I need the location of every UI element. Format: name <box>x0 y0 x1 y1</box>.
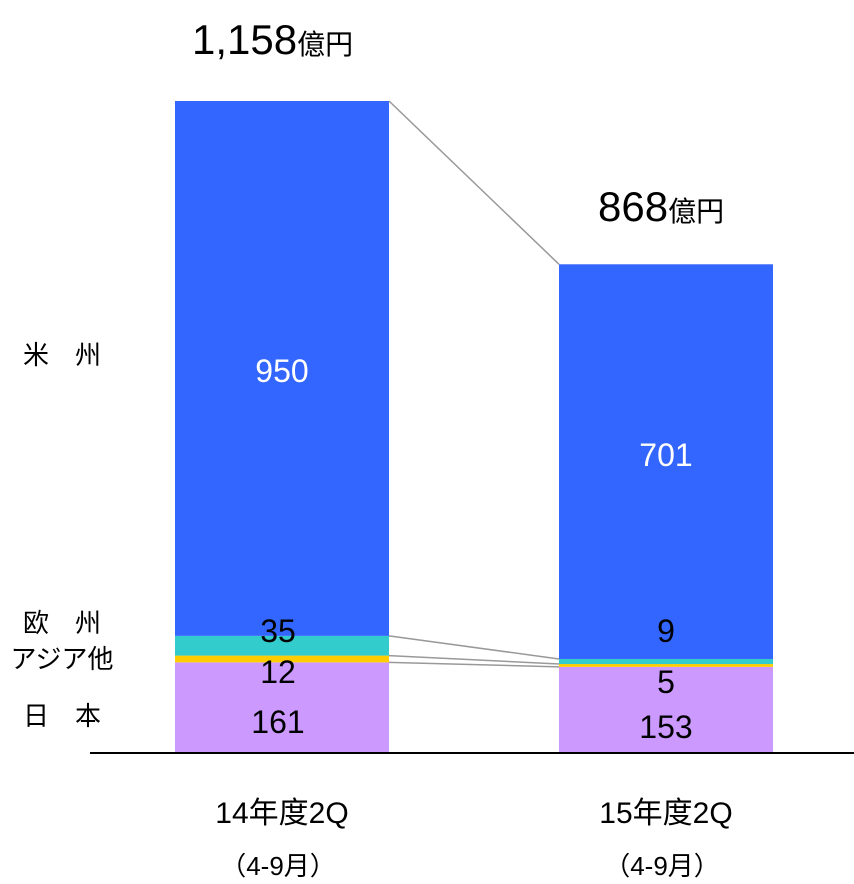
period-label-15: （4-9月） <box>604 851 720 881</box>
total-unit-14: 億円 <box>297 29 353 60</box>
bar-segment-europe-14 <box>175 635 389 656</box>
region-label-europe: 欧 州 <box>23 608 101 638</box>
bar-segment-americas-14 <box>175 101 389 636</box>
value-label-europe-15: 9 <box>657 613 675 649</box>
bar-segment-asia-14 <box>175 655 389 663</box>
value-label-europe-14: 35 <box>260 613 296 649</box>
bar-segment-europe-15 <box>559 658 773 665</box>
total-value-14: 1,158 <box>192 16 297 63</box>
total-label-15: 868億円 <box>598 183 724 230</box>
period-label-14: （4-9月） <box>220 851 336 881</box>
connector-europe <box>388 635 560 660</box>
value-label-japan-15: 153 <box>639 709 692 745</box>
connector-americas <box>388 100 560 265</box>
total-label-14: 1,158億円 <box>192 16 353 63</box>
total-value-15: 868 <box>598 183 668 230</box>
value-label-americas-15: 701 <box>639 437 692 473</box>
category-label-14: 14年度2Q <box>215 797 348 830</box>
total-unit-15: 億円 <box>668 196 724 227</box>
region-label-asia-other: アジア他 <box>11 644 114 674</box>
category-label-15: 15年度2Q <box>599 797 732 830</box>
region-label-japan: 日 本 <box>23 701 101 731</box>
bar-segment-japan-15 <box>559 666 773 753</box>
bar-segment-japan-14 <box>175 662 389 753</box>
value-label-japan-14: 161 <box>251 704 304 740</box>
connector-asia <box>388 654 560 665</box>
bar-segment-americas-15 <box>559 264 773 659</box>
connector-lines <box>388 100 560 668</box>
bar-segment-asia-15 <box>559 664 773 667</box>
value-label-asia-15: 5 <box>657 664 675 700</box>
connector-japan <box>388 661 560 668</box>
value-label-americas-14: 950 <box>255 353 308 389</box>
value-label-asia-14: 12 <box>260 654 296 690</box>
region-label-americas: 米 州 <box>23 340 101 370</box>
bar-segments <box>175 101 773 753</box>
